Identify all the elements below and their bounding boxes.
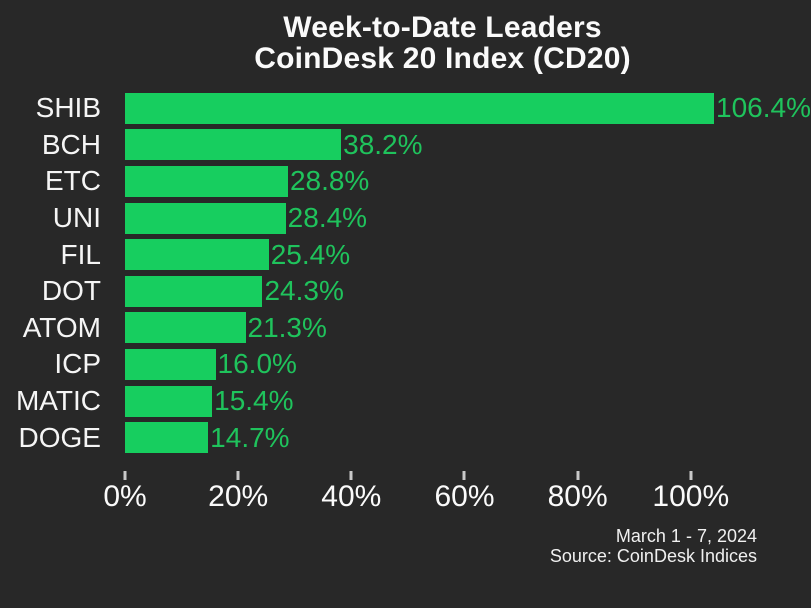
category-label: SHIB [35,92,101,124]
value-label: 106.4% [716,92,811,124]
x-axis-tick-label: 0% [103,479,147,513]
bar-row: UNI 28.4% [0,200,811,237]
chart-title-line2: CoinDesk 20 Index (CD20) [254,42,631,75]
bar-row: ATOM 21.3% [0,310,811,347]
value-label: 16.0% [217,348,297,380]
x-axis-tick [349,470,353,480]
value-bar [125,239,269,271]
x-axis-tick-label: 40% [321,479,382,513]
category-label: DOGE [18,421,101,453]
x-axis-tick-label: 100% [652,479,730,513]
value-label: 28.4% [287,202,368,234]
value-bar [125,312,246,344]
footer-source: Source: CoinDesk Indices [549,546,757,566]
x-axis-tick [689,470,693,480]
value-bar [125,129,342,161]
category-label: FIL [60,238,101,270]
value-bar [125,348,216,380]
value-label: 21.3% [247,311,327,343]
category-label: MATIC [15,385,101,417]
bar-row: FIL 25.4% [0,236,811,273]
x-axis: 0% 20% 40% 60% 80% 100% [103,456,811,516]
x-axis-tick-label: 60% [434,479,495,513]
category-label: ETC [45,165,101,197]
value-label: 15.4% [214,385,294,417]
x-axis-tick [576,470,580,480]
x-axis-tick [462,470,466,480]
value-label: 14.7% [210,421,290,453]
category-label: BCH [41,128,101,160]
x-axis-tick [236,470,240,480]
category-label: DOT [41,275,101,307]
bar-row: SHIB 106.4% [0,90,811,127]
value-bar [125,422,209,454]
x-axis-tick-label: 80% [547,479,608,513]
bar-row: ICP 16.0% [0,346,811,383]
x-axis-tick-label: 20% [208,479,269,513]
category-label: ATOM [22,311,101,343]
chart-title-line1: Week-to-Date Leaders [283,11,602,44]
value-label: 24.3% [264,275,344,307]
value-bar [125,385,213,417]
category-label: ICP [54,348,101,380]
value-bar [125,92,715,124]
value-bar [125,165,288,197]
bar-row: MATIC 15.4% [0,383,811,420]
footer: March 1 - 7, 2024 Source: CoinDesk Indic… [550,526,757,566]
bar-row: DOGE 14.7% [0,419,811,456]
bar-row: BCH 38.2% [0,127,811,164]
value-bar [125,202,286,234]
bar-row: ETC 28.8% [0,163,811,200]
value-label: 25.4% [270,238,351,270]
bars-area: SHIB 106.4% BCH 38.2% ETC 28.8% UNI 28.4% FIL 25.… [0,90,811,456]
category-label: UNI [52,202,101,234]
value-label: 28.8% [289,165,370,197]
footer-date: March 1 - 7, 2024 [615,526,757,546]
value-bar [125,275,263,307]
bar-row: DOT 24.3% [0,273,811,310]
chart-title: Week-to-Date Leaders CoinDesk 20 Index (… [0,0,811,74]
value-label: 38.2% [343,128,423,160]
x-axis-tick [123,470,127,480]
